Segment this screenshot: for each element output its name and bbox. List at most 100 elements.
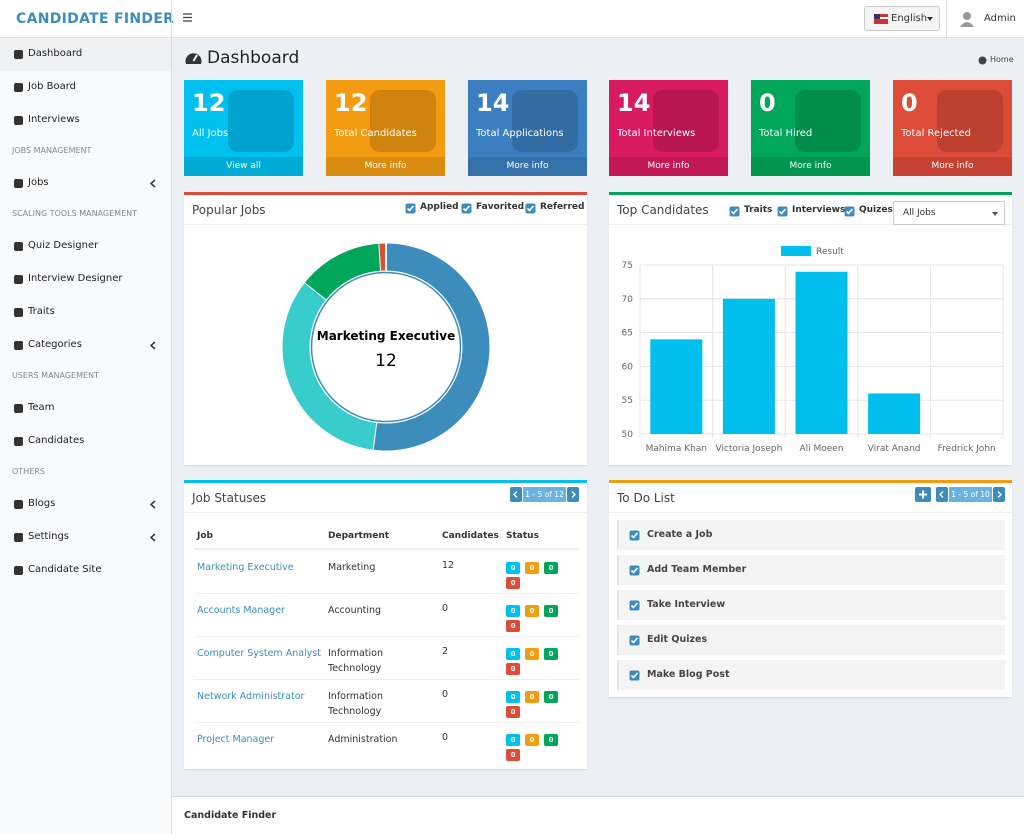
checkbox[interactable] [629, 565, 640, 576]
status-badge: 0 [506, 577, 520, 589]
sidebar-item[interactable]: Candidates [0, 425, 171, 458]
status-badge: 0 [506, 734, 520, 746]
todo-panel: To Do List 1 - 5 of 10 Create a Job Add Tea… [609, 480, 1012, 697]
sidebar-item[interactable]: Settings [0, 521, 171, 554]
panel-divider [609, 512, 1012, 513]
filter-label[interactable]: Quizes [859, 205, 893, 215]
sidebar-item[interactable]: Job Board [0, 71, 171, 104]
status-badge: 0 [506, 691, 520, 703]
sidebar-label: Settings [28, 531, 70, 542]
sidebar-item[interactable]: Interviews [0, 104, 171, 137]
stat-footer[interactable]: More info [609, 157, 728, 176]
todo-item[interactable]: Create a Job [617, 520, 1005, 550]
logo-divider [171, 0, 172, 38]
sidebar-item[interactable]: Jobs [0, 167, 171, 200]
check-mark [406, 205, 415, 212]
donut-center-label: Marketing Executive [317, 329, 455, 343]
todo-item[interactable]: Take Interview [617, 590, 1005, 620]
user-name[interactable]: Admin [984, 13, 1016, 24]
panel-divider [184, 224, 587, 225]
filter-label[interactable]: Referred [540, 202, 585, 212]
stat-box: 14 Total Interviews More info [609, 80, 728, 176]
pager-arrow [513, 491, 518, 498]
legend-label: Result [816, 247, 844, 257]
submenu-arrow [150, 500, 156, 509]
sidebar-item[interactable]: Quiz Designer [0, 230, 171, 263]
stat-footer[interactable]: More info [751, 157, 870, 176]
menu-toggle[interactable] [183, 13, 193, 23]
language-label: English [891, 13, 928, 24]
avatar-head [963, 12, 971, 20]
check-mark [462, 205, 471, 212]
x-tick-label: Virat Anand [868, 444, 921, 454]
sidebar: Dashboard Job Board Interviews JOBS MANAGEM… [0, 38, 172, 834]
job-link[interactable]: Computer System Analyst [197, 648, 321, 659]
job-link[interactable]: Accounts Manager [197, 605, 285, 616]
stat-icon [512, 90, 578, 152]
checkbox[interactable] [729, 206, 740, 217]
filter-label[interactable]: Favorited [476, 202, 525, 212]
stat-footer[interactable]: More info [893, 157, 1012, 176]
sidebar-item[interactable]: Interview Designer [0, 263, 171, 296]
job-link[interactable]: Project Manager [197, 734, 275, 745]
icon-shape [14, 566, 23, 575]
candidates-count: 0 [442, 732, 449, 743]
donut-center-value: 12 [375, 351, 397, 371]
pager-text: 1 - 5 of 12 [523, 487, 566, 502]
todo-item[interactable]: Add Team Member [617, 555, 1005, 585]
sidebar-label: Team [28, 402, 55, 413]
checkbox[interactable] [777, 206, 788, 217]
y-tick-label: 55 [622, 396, 633, 406]
flag-canton [874, 14, 880, 19]
stat-footer[interactable]: More info [326, 157, 445, 176]
department: Information Technology [328, 691, 383, 717]
pager-button[interactable] [936, 487, 948, 502]
breadcrumb[interactable]: Home [990, 55, 1014, 64]
sidebar-label: Interview Designer [28, 273, 123, 284]
checkbox[interactable] [405, 203, 416, 214]
checkbox[interactable] [525, 203, 536, 214]
flag-stripe [874, 17, 888, 19]
arrow-shape [150, 500, 156, 509]
checkbox[interactable] [844, 206, 855, 217]
panel-title: Top Candidates [617, 203, 709, 217]
pager-arrow [939, 491, 944, 498]
sidebar-item[interactable]: Blogs [0, 488, 171, 521]
sidebar-item[interactable]: Categories [0, 329, 171, 362]
sidebar-item[interactable]: Traits [0, 296, 171, 329]
todo-item[interactable]: Make Blog Post [617, 660, 1005, 690]
sidebar-item[interactable]: Candidate Site [0, 554, 171, 587]
department: Accounting [328, 605, 382, 616]
sidebar-item[interactable]: Team [0, 392, 171, 425]
checkbox[interactable] [629, 635, 640, 646]
checkbox[interactable] [629, 530, 640, 541]
brand: CANDIDATE FINDER [16, 11, 175, 27]
filter-label[interactable]: Traits [744, 205, 773, 215]
todo-item[interactable]: Edit Quizes [617, 625, 1005, 655]
pager-button[interactable] [567, 487, 579, 502]
job-select[interactable]: All Jobs [893, 201, 1005, 225]
panel-title: Job Statuses [192, 491, 267, 505]
checkbox[interactable] [629, 670, 640, 681]
pager-button[interactable] [510, 487, 522, 502]
stat-link: More info [789, 161, 832, 171]
stat-link: More info [506, 161, 549, 171]
checkbox[interactable] [461, 203, 472, 214]
job-link[interactable]: Network Administrator [197, 691, 305, 702]
filter-label[interactable]: Applied [420, 202, 459, 212]
sidebar-heading: JOBS MANAGEMENT [12, 146, 92, 155]
language-button[interactable]: English [864, 6, 940, 31]
filter-label[interactable]: Interviews [792, 205, 846, 215]
job-link[interactable]: Marketing Executive [197, 562, 294, 573]
stat-footer[interactable]: More info [468, 157, 587, 176]
donut-segment [305, 243, 382, 300]
sidebar-item[interactable]: Dashboard [0, 38, 171, 71]
avatar [960, 12, 974, 27]
checkbox[interactable] [629, 600, 640, 611]
pager-button[interactable] [993, 487, 1005, 502]
add-button[interactable] [915, 487, 931, 502]
caret [927, 17, 933, 21]
stat-label: Total Candidates [334, 128, 417, 139]
stat-footer[interactable]: View all [184, 157, 303, 176]
check-mark [778, 208, 787, 215]
